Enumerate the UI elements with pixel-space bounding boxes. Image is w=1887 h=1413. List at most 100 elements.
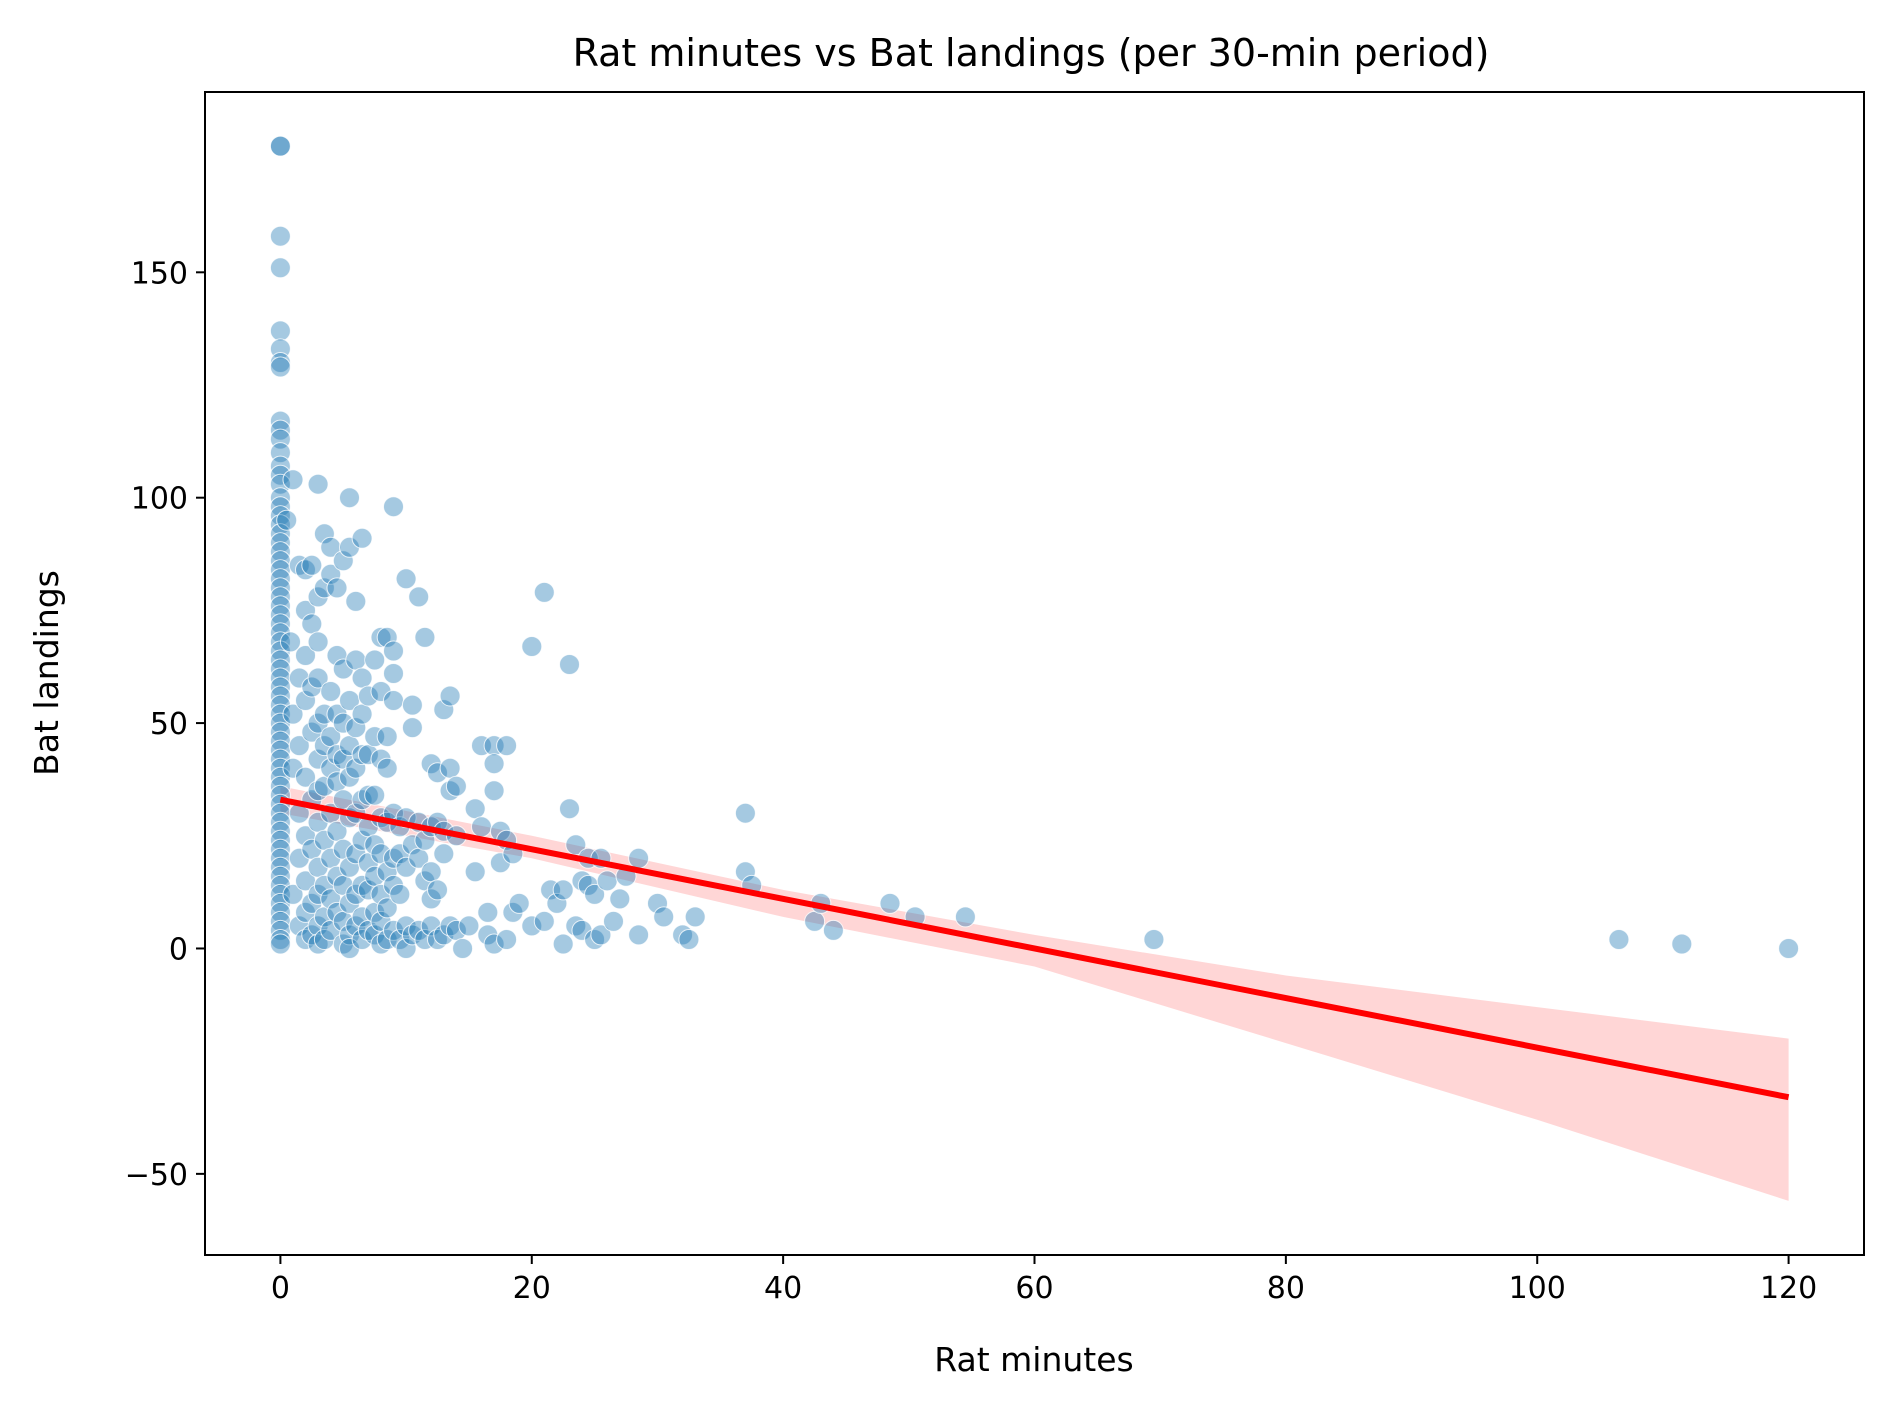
data-point [269, 568, 291, 590]
data-point [339, 487, 360, 509]
data-point [269, 532, 291, 554]
data-point [332, 550, 354, 572]
y-tick-label: 50 [150, 707, 188, 742]
data-point [269, 820, 291, 842]
data-point [269, 410, 291, 432]
data-point [370, 883, 392, 905]
data-point [521, 636, 543, 657]
data-point [269, 541, 291, 563]
data-point [1143, 929, 1165, 950]
data-point [1671, 933, 1693, 955]
data-point [489, 852, 511, 874]
y-tick-label: 150 [131, 256, 188, 291]
data-point [295, 599, 316, 621]
data-point [269, 703, 291, 725]
data-point [269, 613, 291, 635]
data-point [332, 658, 354, 680]
data-point [307, 667, 329, 689]
data-point [804, 910, 826, 932]
y-axis-ticks: −50 0 50 100 150 [125, 256, 205, 1193]
data-point [269, 356, 291, 378]
data-point [603, 910, 624, 932]
data-point [565, 834, 587, 856]
data-point [269, 257, 291, 279]
regression-line-layer [279, 796, 1790, 1101]
x-tick-label: 100 [1509, 1271, 1566, 1306]
data-point [483, 753, 505, 775]
y-tick-label: 100 [131, 482, 188, 517]
data-point [269, 933, 291, 955]
data-point [269, 667, 291, 689]
data-point [483, 735, 505, 757]
y-tick-label: 0 [169, 932, 188, 967]
data-point [364, 649, 386, 671]
data-point [376, 726, 398, 748]
data-point [383, 640, 404, 662]
data-point [471, 735, 492, 757]
data-point [383, 663, 404, 684]
data-point [552, 933, 574, 955]
data-point [282, 469, 304, 491]
data-point [269, 676, 291, 698]
data-point [546, 892, 568, 914]
data-point [339, 938, 360, 959]
data-point [439, 757, 461, 779]
data-point [269, 464, 291, 486]
chart-title: Rat minutes vs Bat landings (per 30-min … [573, 31, 1490, 75]
data-point [320, 536, 342, 558]
data-point [370, 681, 392, 702]
data-point [376, 897, 398, 919]
data-point [552, 879, 574, 901]
regression-line [279, 796, 1790, 1101]
data-point [282, 703, 304, 725]
data-point [345, 590, 367, 612]
data-point [313, 703, 335, 725]
data-point [376, 626, 398, 648]
data-point [313, 874, 335, 896]
data-point [295, 645, 316, 666]
data-point [332, 712, 354, 734]
data-point [320, 681, 342, 702]
data-point [464, 798, 486, 820]
data-point [269, 658, 291, 680]
data-point [269, 685, 291, 707]
data-point [345, 717, 367, 739]
data-point [269, 487, 291, 509]
data-point [483, 933, 505, 955]
data-point [269, 320, 291, 342]
data-point [269, 929, 291, 950]
data-point [1778, 938, 1800, 959]
data-point [269, 874, 291, 896]
data-point [276, 509, 298, 531]
data-point [458, 915, 480, 937]
data-point [269, 649, 291, 671]
data-point [584, 883, 606, 905]
data-point [288, 667, 310, 689]
x-tick-label: 0 [271, 1271, 290, 1306]
data-point [269, 721, 291, 743]
data-point [269, 802, 291, 824]
data-point [351, 527, 373, 549]
x-tick-label: 40 [764, 1271, 802, 1306]
data-point [609, 888, 631, 910]
data-point [269, 595, 291, 617]
data-point [269, 901, 291, 923]
data-point [533, 910, 555, 932]
data-point [295, 766, 316, 788]
data-point [269, 577, 291, 599]
data-point [383, 496, 404, 518]
data-point [320, 563, 342, 585]
data-point [357, 685, 379, 707]
data-point [395, 568, 417, 590]
data-point [269, 604, 291, 626]
data-point [307, 631, 329, 653]
data-point [628, 924, 650, 946]
data-point [313, 523, 335, 545]
data-point [339, 536, 360, 558]
data-point [280, 631, 301, 653]
data-point [533, 581, 555, 603]
data-point [590, 924, 612, 946]
data-point [345, 649, 367, 671]
x-axis-label: Rat minutes [934, 1340, 1133, 1379]
